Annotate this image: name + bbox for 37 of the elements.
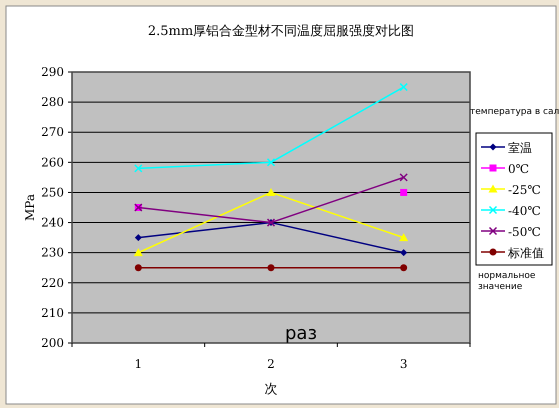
legend-label: -25℃ xyxy=(508,183,541,197)
point xyxy=(268,264,274,272)
y-tick-label: 290 xyxy=(41,65,64,79)
point xyxy=(399,233,408,242)
point xyxy=(134,248,143,256)
y-tick-label: 270 xyxy=(41,125,64,140)
x-tick-label: 2 xyxy=(267,357,275,371)
y-tick-label: 200 xyxy=(41,336,64,350)
point xyxy=(399,173,408,182)
point xyxy=(134,234,142,242)
y-tick-label: 240 xyxy=(41,216,64,230)
y-axis-title: MPa xyxy=(23,194,37,221)
point xyxy=(134,264,142,272)
point xyxy=(400,249,408,256)
text: нормальное значение xyxy=(478,271,536,292)
y-tick-label: 260 xyxy=(41,155,64,170)
y-tick-label: 230 xyxy=(41,246,64,260)
x-tick-label: 3 xyxy=(400,357,408,371)
y-tick-label: 210 xyxy=(41,306,64,320)
x-tick-label: 1 xyxy=(134,357,142,371)
legend-label: -50℃ xyxy=(508,225,541,239)
y-tick-label: 220 xyxy=(41,276,64,290)
chart-title: 2.5mm厚铝合金型材不同温度屈服强度对比图 xyxy=(148,23,414,39)
y-tick-label: 250 xyxy=(41,185,64,200)
legend-label: -40℃ xyxy=(508,204,541,218)
legend-label: 标准值 xyxy=(507,246,544,260)
point xyxy=(266,188,276,196)
legend-label: 室温 xyxy=(508,141,532,155)
annotation: раз xyxy=(284,323,318,344)
point xyxy=(134,164,143,173)
point xyxy=(399,82,408,92)
y-tick-label: 280 xyxy=(41,95,64,110)
point xyxy=(400,264,408,272)
point xyxy=(266,158,276,167)
legend-label: 0℃ xyxy=(508,162,530,176)
x-axis-title: 次 xyxy=(264,382,278,397)
point xyxy=(400,188,408,196)
